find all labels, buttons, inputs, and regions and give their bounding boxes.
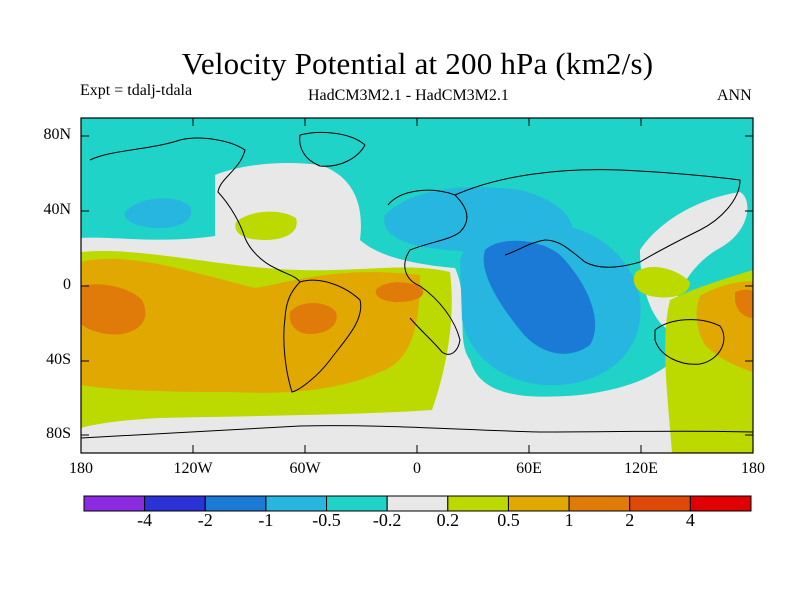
field-green-caribbean	[235, 211, 297, 240]
colorbar-swatch	[447, 495, 509, 512]
colorbar-level-label: -0.5	[312, 510, 341, 530]
coast-antarctica	[81, 425, 753, 439]
coast-asia	[454, 169, 741, 268]
colorbar	[83, 495, 752, 512]
x-tick-label-120w: 120W	[173, 460, 213, 477]
colorbar-swatch	[83, 495, 146, 512]
x-tick-label-180w: 180	[69, 460, 93, 477]
colorbar-level-label: 0.5	[497, 510, 520, 530]
colorbar-level-label: -1	[258, 510, 274, 530]
y-tick-label-40n: 40N	[43, 201, 71, 218]
coast-north-america	[89, 137, 301, 283]
y-tick-label-80n: 80N	[43, 126, 71, 143]
colorbar-level-label: 1	[564, 510, 574, 530]
x-tick-label-60w: 60W	[289, 460, 321, 477]
field-orange-westpacific	[81, 284, 146, 335]
field-gold-pacific	[81, 258, 420, 393]
y-tick-label-0: 0	[63, 276, 71, 293]
colorbar-level-label: -0.2	[372, 510, 402, 530]
colorbar-level-label: -4	[137, 510, 153, 530]
field-midblue-indian	[483, 240, 596, 354]
page-title: Velocity Potential at 200 hPa (km2/s)	[181, 46, 654, 81]
colorbar-swatch	[629, 495, 691, 512]
colorbar-swatch	[568, 495, 631, 512]
field-green-maritime	[633, 267, 690, 298]
axis-ticks	[81, 118, 753, 453]
colorbar-swatch	[265, 495, 328, 512]
y-tick-label-80s: 80S	[46, 425, 71, 442]
x-tick-label-180e: 180	[741, 460, 765, 477]
colorbar-swatch	[507, 495, 570, 512]
experiment-label: Expt = tdalj-tdala	[80, 82, 193, 99]
x-tick-label-120e: 120E	[624, 460, 658, 477]
colorbar-level-label: 4	[685, 510, 695, 530]
coast-greenland	[299, 131, 366, 167]
colorbar-swatch	[326, 495, 388, 512]
field-lightblue-northatlantic	[124, 198, 192, 228]
colorbar-swatch	[204, 495, 267, 512]
colorbar-level-label: 0.2	[436, 510, 460, 530]
colorbar-swatch	[689, 495, 752, 512]
colorbar-swatch	[386, 495, 449, 512]
colorbar-level-label: -2	[197, 510, 213, 530]
x-tick-label-0: 0	[413, 460, 421, 477]
season-label: ANN	[717, 87, 752, 104]
y-tick-label-40s: 40S	[46, 351, 71, 368]
coastlines	[81, 131, 753, 439]
model-label: HadCM3M2.1 - HadCM3M2.1	[308, 87, 509, 104]
field-lightblue-eurasia	[384, 187, 573, 254]
x-tick-label-60e: 60E	[516, 460, 542, 477]
contour-field	[81, 118, 753, 453]
coast-south-america	[283, 279, 362, 393]
field-orange-atlantic	[375, 282, 424, 302]
field-orange-southamerica	[289, 303, 337, 334]
coast-australia	[654, 319, 725, 365]
field-orange-eastpacific	[735, 289, 753, 318]
colorbar-level-label: 2	[625, 510, 635, 530]
colorbar-swatch	[144, 495, 206, 512]
